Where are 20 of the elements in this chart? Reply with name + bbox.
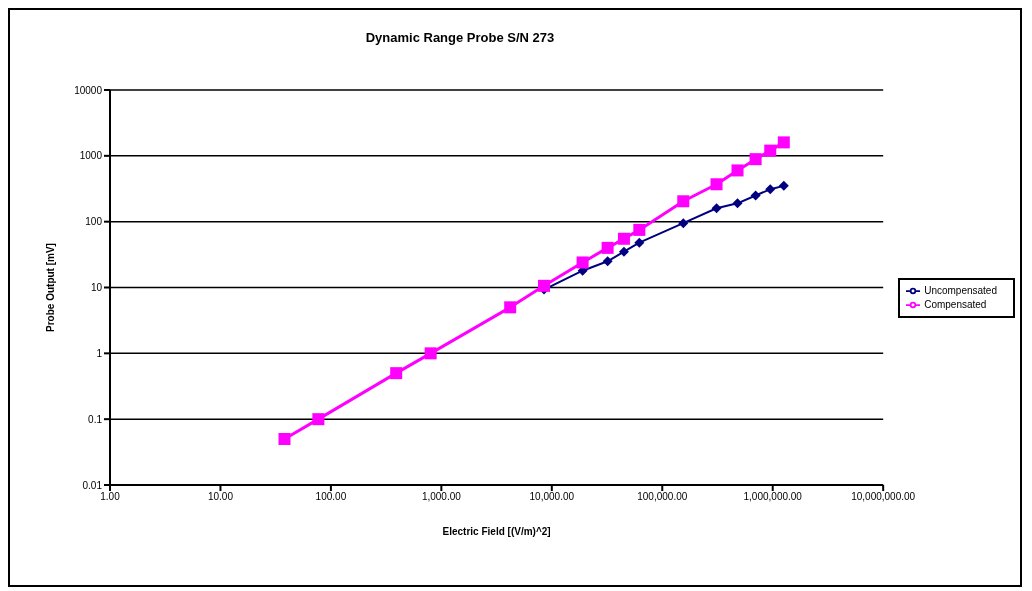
legend-label: Compensated <box>924 298 987 310</box>
y-tick-label: 1000 <box>79 150 103 162</box>
x-tick-label: 10,000,000.00 <box>851 491 916 503</box>
x-tick-label: 100.00 <box>315 491 347 503</box>
y-tick-label: 10 <box>90 282 103 294</box>
x-tick-label: 10,000.00 <box>529 491 575 503</box>
y-tick-label: 0.01 <box>82 479 103 491</box>
y-tick-label: 10000 <box>74 84 103 96</box>
y-tick-label: 0.1 <box>88 413 103 425</box>
x-axis-title: Electric Field [(V/m)^2] <box>442 526 551 537</box>
x-tick-label: 1.00 <box>100 491 121 503</box>
x-tick-label: 1,000.00 <box>421 491 462 503</box>
x-tick-label: 10.00 <box>207 491 234 503</box>
x-tick-label: 1,000,000.00 <box>743 491 803 503</box>
legend-label: Uncompensated <box>924 284 997 296</box>
x-tick-label: 100,000.00 <box>637 491 688 503</box>
y-tick-label: 100 <box>85 216 103 228</box>
y-tick-label: 1 <box>96 347 103 359</box>
y-axis-title: Probe Output [mV] <box>44 243 56 332</box>
chart-title: Dynamic Range Probe S/N 273 <box>364 30 556 45</box>
